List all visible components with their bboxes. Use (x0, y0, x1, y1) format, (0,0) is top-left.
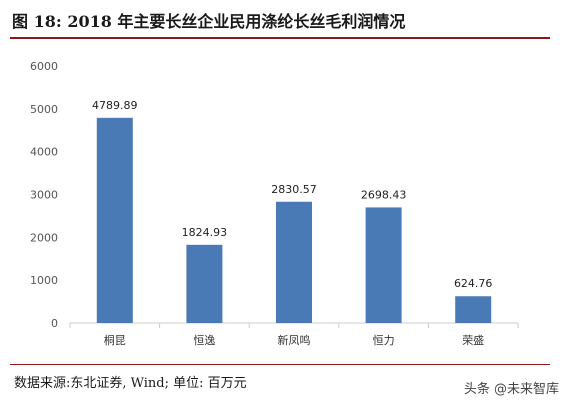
source-note: 数据来源:东北证券, Wind; 单位: 百万元 (14, 376, 247, 391)
data-label: 2698.43 (361, 188, 407, 201)
bar (455, 296, 492, 323)
bar-chart: 0 1000 2000 3000 4000 5000 6000 4789.89 桐昆 1824.9… (30, 60, 519, 347)
data-label: 4789.89 (92, 99, 138, 112)
bar (365, 207, 402, 323)
data-label: 624.76 (454, 277, 493, 290)
y-tick-label: 3000 (30, 189, 58, 202)
category-label: 恒力 (373, 334, 395, 347)
y-tick-label: 0 (51, 317, 58, 330)
y-tick-label: 4000 (30, 146, 58, 159)
title-divider (10, 37, 550, 39)
y-tick-label: 6000 (30, 60, 58, 73)
y-tick-label: 5000 (30, 103, 58, 116)
watermark: 头条 @未来智库 (463, 382, 559, 397)
y-tick-label: 2000 (30, 231, 58, 244)
bar (276, 201, 312, 323)
figure-title: 图 18: 2018 年主要长丝企业民用涤纶长丝毛利润情况 (12, 12, 406, 31)
data-label: 2830.57 (271, 183, 317, 196)
data-label: 1824.93 (182, 226, 228, 239)
bar (186, 244, 223, 323)
category-label: 恒逸 (193, 334, 215, 347)
category-label: 新凤鸣 (278, 333, 311, 347)
category-label: 桐昆 (104, 333, 126, 347)
y-tick-label: 1000 (30, 274, 58, 287)
source-divider (10, 364, 550, 365)
bar (96, 117, 133, 324)
category-label: 荣盛 (462, 333, 484, 347)
